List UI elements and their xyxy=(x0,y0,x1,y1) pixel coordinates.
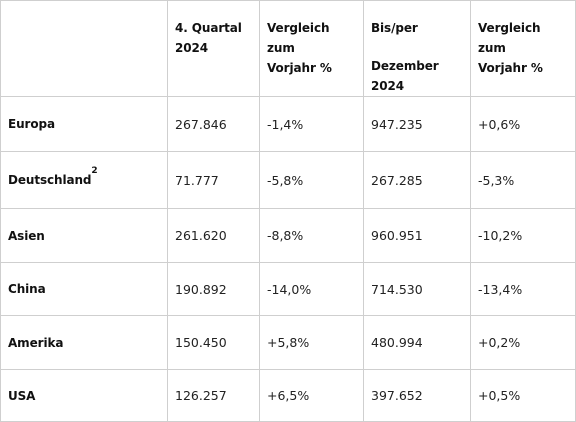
q4-value-cell: 150.450 xyxy=(167,315,260,370)
ytd-value-cell: 480.994 xyxy=(363,315,471,370)
ytd-change-cell: +0,5% xyxy=(470,369,576,422)
table-row: China 190.892 -14,0% 714.530 -13,4% xyxy=(0,262,576,316)
q4-value-cell: 267.846 xyxy=(167,96,260,152)
region-label: Deutschland xyxy=(8,173,92,187)
ytd-value-cell: 947.235 xyxy=(363,96,471,152)
header-ytd-line2: Dezember 2024 xyxy=(371,59,439,93)
ytd-value-cell: 714.530 xyxy=(363,262,471,316)
table-row: Amerika 150.450 +5,8% 480.994 +0,2% xyxy=(0,315,576,370)
q4-change-cell: -14,0% xyxy=(259,262,364,316)
header-q4-change: Vergleich zum Vorjahr % xyxy=(259,0,364,97)
q4-change-cell: -8,8% xyxy=(259,208,364,263)
region-cell: Asien xyxy=(0,208,168,263)
header-q4-change-line1: Vergleich zum xyxy=(267,21,330,55)
region-cell: Amerika xyxy=(0,315,168,370)
ytd-value-cell: 267.285 xyxy=(363,151,471,209)
ytd-change-cell: +0,2% xyxy=(470,315,576,370)
header-corner-cell xyxy=(0,0,168,97)
ytd-change-cell: -5,3% xyxy=(470,151,576,209)
ytd-change-cell: +0,6% xyxy=(470,96,576,152)
q4-change-cell: +6,5% xyxy=(259,369,364,422)
q4-change-cell: +5,8% xyxy=(259,315,364,370)
region-cell: China xyxy=(0,262,168,316)
header-ytd-dec-2024: Bis/per Dezember 2024 xyxy=(363,0,471,97)
ytd-change-cell: -10,2% xyxy=(470,208,576,263)
region-label: Amerika xyxy=(8,335,64,350)
q4-value-cell: 126.257 xyxy=(167,369,260,422)
q4-change-cell: -1,4% xyxy=(259,96,364,152)
q4-change-cell: -5,8% xyxy=(259,151,364,209)
header-q4-change-line2: Vorjahr % xyxy=(267,61,332,75)
table-row: Asien 261.620 -8,8% 960.951 -10,2% xyxy=(0,208,576,263)
q4-value-cell: 190.892 xyxy=(167,262,260,316)
region-label: Asien xyxy=(8,228,45,243)
header-ytd-change: Vergleich zum Vorjahr % xyxy=(470,0,576,97)
header-ytd-change-line1: Vergleich zum xyxy=(478,21,541,55)
region-cell: Deutschland2 xyxy=(0,151,168,209)
region-cell: USA xyxy=(0,369,168,422)
region-label: Europa xyxy=(8,117,55,131)
header-ytd-change-line2: Vorjahr % xyxy=(478,61,543,75)
region-label: China xyxy=(8,282,46,296)
table-row: Europa 267.846 -1,4% 947.235 +0,6% xyxy=(0,96,576,152)
header-q4-line1: 4. Quartal xyxy=(175,21,242,35)
table-row: USA 126.257 +6,5% 397.652 +0,5% xyxy=(0,369,576,422)
header-q4-line2: 2024 xyxy=(175,41,208,55)
table-header-row: 4. Quartal 2024 Vergleich zum Vorjahr % … xyxy=(0,0,576,97)
q4-value-cell: 71.777 xyxy=(167,151,260,209)
ytd-change-cell: -13,4% xyxy=(470,262,576,316)
region-cell: Europa xyxy=(0,96,168,152)
ytd-value-cell: 960.951 xyxy=(363,208,471,263)
region-label: USA xyxy=(8,388,36,403)
header-ytd-line1: Bis/per xyxy=(371,21,418,35)
header-q4-2024: 4. Quartal 2024 xyxy=(167,0,260,97)
footnote-marker: 2 xyxy=(91,166,98,176)
ytd-value-cell: 397.652 xyxy=(363,369,471,422)
q4-value-cell: 261.620 xyxy=(167,208,260,263)
table-row: Deutschland2 71.777 -5,8% 267.285 -5,3% xyxy=(0,151,576,209)
